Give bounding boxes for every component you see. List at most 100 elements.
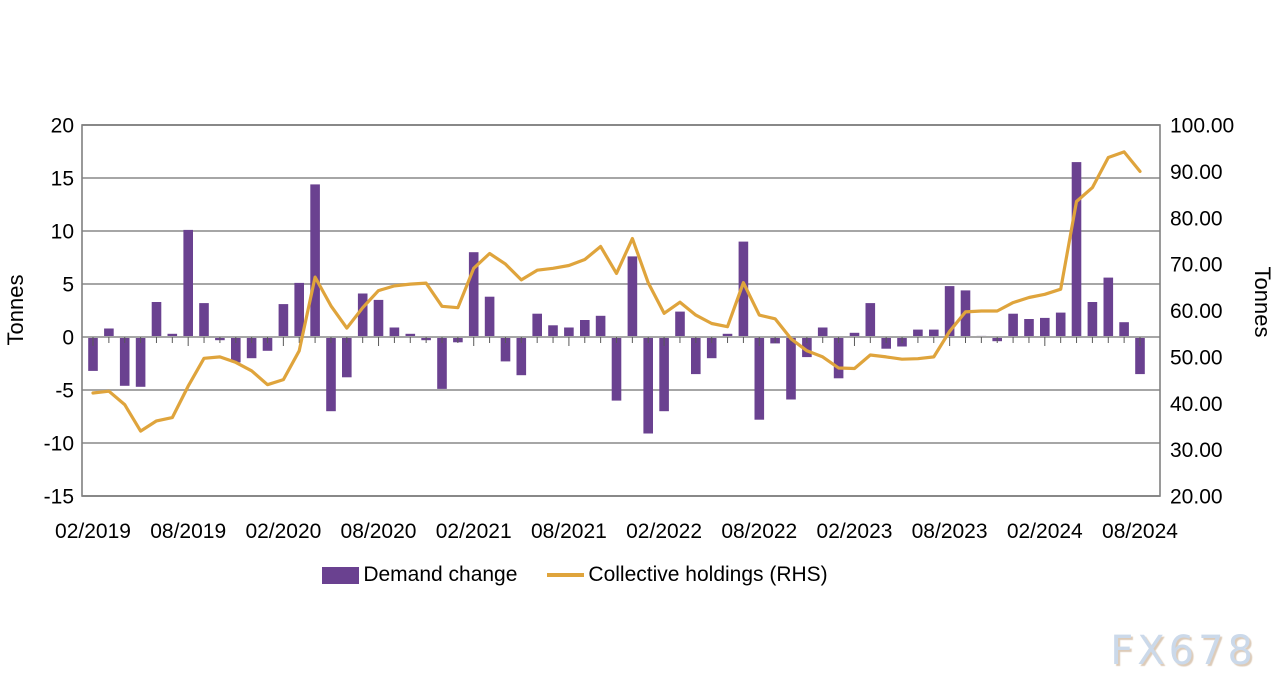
bar <box>532 313 542 337</box>
watermark: FX678 <box>1110 628 1257 674</box>
bar <box>135 337 146 387</box>
chart-legend: Demand change Collective holdings (RHS) <box>0 563 1150 587</box>
bar <box>468 252 479 337</box>
plot-frame <box>81 124 1161 497</box>
bar-series-swatch <box>322 566 360 584</box>
x-axis-tick-label: 08/2024 <box>1102 520 1178 543</box>
bar <box>1024 319 1034 337</box>
left-axis-title: Tonnes <box>3 274 28 346</box>
y-axis-tick-label: 60.00 <box>1170 300 1223 323</box>
bar <box>294 282 304 337</box>
bar <box>706 337 717 359</box>
bar <box>722 333 733 337</box>
bar <box>691 337 701 375</box>
bar <box>802 337 812 358</box>
bar <box>786 337 796 400</box>
bar <box>231 337 241 363</box>
right-axis-tick-labels: 100.00 90.00 80.00 70.00 60.00 50.00 40.00 30.0… <box>1170 115 1234 509</box>
x-axis-tick-label: 02/2020 <box>245 520 321 543</box>
bar <box>167 333 178 337</box>
bar <box>278 304 289 337</box>
legend-item-collective-holdings: Collective holdings (RHS) <box>547 563 828 587</box>
bar <box>627 256 638 337</box>
legend-bar-label: Demand change <box>363 563 518 586</box>
bar <box>564 327 574 337</box>
y-axis-tick-label: -5 <box>55 380 74 403</box>
line-series-swatch <box>547 573 585 577</box>
bar <box>833 337 844 379</box>
bar <box>913 329 923 337</box>
collective-holdings-line <box>91 150 1142 433</box>
x-axis-tick-label: 08/2023 <box>912 520 988 543</box>
bar <box>849 332 860 337</box>
bar <box>199 303 209 337</box>
bar <box>104 328 114 337</box>
y-axis-tick-label: 100.00 <box>1170 115 1234 138</box>
category-axis <box>82 336 1160 346</box>
bar <box>1008 313 1018 337</box>
y-axis-tick-label: 15 <box>51 168 74 191</box>
right-axis-title: Tonnes <box>1250 266 1275 338</box>
y-axis-tick-label: 50.00 <box>1170 346 1223 369</box>
bar <box>246 337 257 359</box>
bar <box>643 337 653 434</box>
x-axis-tick-label: 08/2021 <box>531 520 607 543</box>
left-axis-tick-labels: 20 15 10 5 0 -5 -10 -15 <box>44 115 74 509</box>
bar <box>1087 302 1098 337</box>
bar <box>310 184 320 337</box>
bar <box>262 337 273 351</box>
bar <box>1040 317 1050 337</box>
bar <box>119 337 130 386</box>
y-axis-tick-label: 80.00 <box>1170 207 1223 230</box>
bar <box>1071 162 1082 337</box>
bar <box>929 329 939 337</box>
bar <box>1119 322 1129 337</box>
x-axis-tick-label: 08/2020 <box>341 520 417 543</box>
y-axis-tick-label: 30.00 <box>1170 439 1223 462</box>
bar <box>1135 337 1145 375</box>
bar <box>1055 312 1066 337</box>
x-axis-tick-labels: 02/2019 08/2019 02/2020 08/2020 02/2021 08/20… <box>55 520 1178 543</box>
x-axis-tick-label: 02/2024 <box>1007 520 1083 543</box>
x-axis-tick-label: 02/2023 <box>817 520 893 543</box>
bar <box>373 299 384 337</box>
bar <box>754 337 765 420</box>
bar <box>865 303 876 337</box>
y-axis-tick-label: 70.00 <box>1170 254 1223 277</box>
x-axis-tick-label: 02/2021 <box>436 520 512 543</box>
bar <box>500 337 511 362</box>
bar <box>437 337 447 389</box>
bar <box>817 327 828 337</box>
y-axis-tick-label: 20 <box>51 115 74 138</box>
y-axis-tick-label: 90.00 <box>1170 161 1223 184</box>
bar <box>944 286 955 337</box>
x-axis-tick-label: 08/2022 <box>721 520 797 543</box>
bar <box>484 296 495 337</box>
bar <box>1103 277 1114 337</box>
bar <box>88 337 98 371</box>
bar <box>516 337 527 376</box>
bar <box>738 241 749 337</box>
bar <box>183 229 193 337</box>
bar <box>675 311 685 337</box>
y-axis-tick-label: 5 <box>62 274 74 297</box>
x-axis-tick-label: 02/2022 <box>626 520 702 543</box>
bar <box>389 327 400 337</box>
y-axis-tick-label: 10 <box>51 221 74 244</box>
legend-line-label: Collective holdings (RHS) <box>588 563 828 586</box>
bar <box>595 315 606 337</box>
demand-change-bars <box>88 162 1145 434</box>
y-axis-tick-label: -10 <box>44 433 74 456</box>
bar <box>151 302 162 337</box>
legend-item-demand-change: Demand change <box>322 563 517 587</box>
y-axis-tick-label: 0 <box>62 327 74 350</box>
bar <box>548 325 558 337</box>
x-axis-tick-label: 08/2019 <box>150 520 226 543</box>
bar <box>405 333 416 337</box>
bar <box>342 337 352 378</box>
bar <box>659 337 669 412</box>
bar <box>357 293 368 337</box>
x-axis-tick-label: 02/2019 <box>55 520 131 543</box>
